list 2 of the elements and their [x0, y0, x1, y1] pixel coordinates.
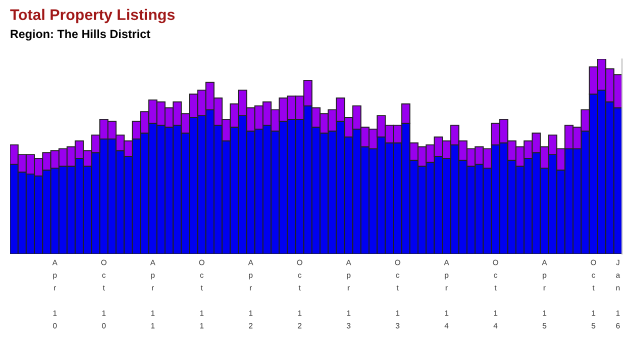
chart-title: Total Property Listings — [10, 8, 175, 24]
chart-subtitle: Region: The Hills District — [10, 29, 150, 41]
